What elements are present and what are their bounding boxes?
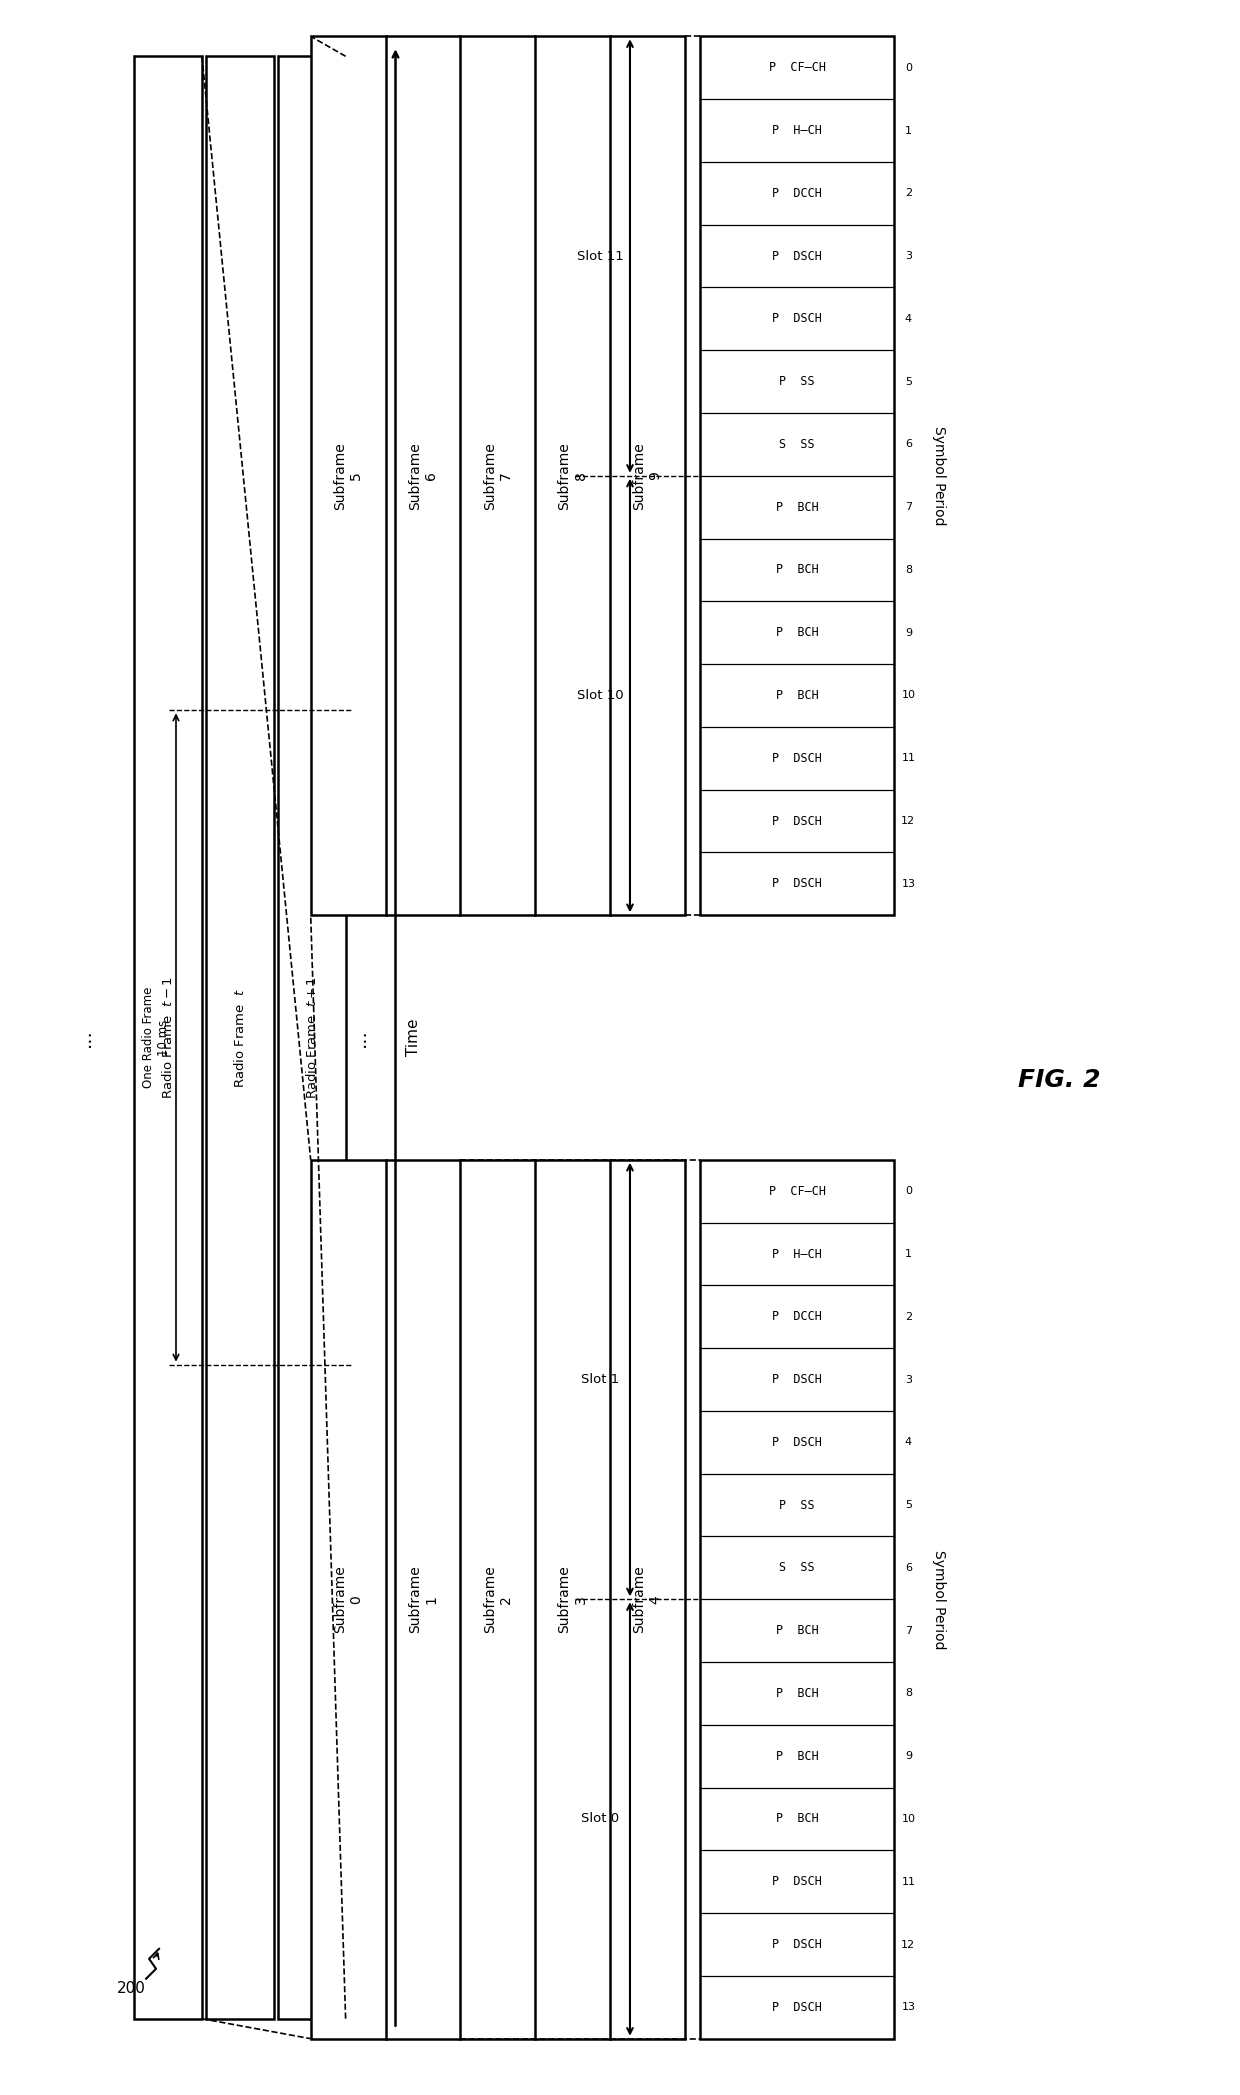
- Text: P  BCH: P BCH: [776, 689, 818, 702]
- Text: Subframe
3: Subframe 3: [558, 1565, 588, 1634]
- Text: 9: 9: [905, 1751, 911, 1762]
- Text: S  SS: S SS: [779, 438, 815, 450]
- Text: 0: 0: [905, 1186, 911, 1196]
- Text: Radio Frame  $t-1$: Radio Frame $t-1$: [161, 976, 175, 1100]
- Text: 1: 1: [905, 126, 911, 136]
- Text: P  SS: P SS: [779, 375, 815, 388]
- Text: 200: 200: [117, 1982, 145, 1997]
- Text: Subframe
6: Subframe 6: [408, 442, 438, 509]
- Text: 13: 13: [901, 2003, 915, 2013]
- Text: Slot 1: Slot 1: [580, 1372, 619, 1387]
- Text: 7: 7: [905, 503, 911, 511]
- Text: P  DSCH: P DSCH: [773, 2001, 822, 2013]
- Text: 12: 12: [901, 817, 915, 825]
- Text: 5: 5: [905, 1500, 911, 1510]
- Text: Subframe
4: Subframe 4: [632, 1565, 662, 1634]
- Text: P  DSCH: P DSCH: [773, 878, 822, 890]
- Text: P  BCH: P BCH: [776, 501, 818, 513]
- Text: P  CF–CH: P CF–CH: [769, 1186, 826, 1198]
- Bar: [699, 1161, 894, 2038]
- Text: 0: 0: [905, 63, 911, 73]
- Bar: [134, 57, 202, 2020]
- Text: 11: 11: [901, 754, 915, 763]
- Text: 12: 12: [901, 1940, 915, 1950]
- Text: 8: 8: [905, 1689, 911, 1699]
- Text: 9: 9: [905, 628, 911, 637]
- Text: ···: ···: [81, 1029, 99, 1048]
- Text: P  DSCH: P DSCH: [773, 1372, 822, 1387]
- Text: Symbol Period: Symbol Period: [932, 425, 946, 526]
- Text: Symbol Period: Symbol Period: [932, 1550, 946, 1649]
- Text: Subframe
8: Subframe 8: [558, 442, 588, 509]
- Text: P  DSCH: P DSCH: [773, 1938, 822, 1950]
- Text: 11: 11: [901, 1877, 915, 1888]
- Bar: [311, 36, 684, 916]
- Text: P  DSCH: P DSCH: [773, 1875, 822, 1888]
- Text: 4: 4: [905, 1437, 911, 1448]
- Text: 10: 10: [901, 691, 915, 700]
- Text: Subframe
7: Subframe 7: [482, 442, 513, 509]
- Text: S  SS: S SS: [779, 1561, 815, 1573]
- Text: P  DSCH: P DSCH: [773, 1435, 822, 1450]
- Text: P  DCCH: P DCCH: [773, 186, 822, 199]
- Text: Time: Time: [405, 1018, 420, 1056]
- Text: Subframe
9: Subframe 9: [632, 442, 662, 509]
- Text: Subframe
5: Subframe 5: [334, 442, 363, 509]
- Text: P  BCH: P BCH: [776, 564, 818, 576]
- Bar: [311, 1161, 684, 2038]
- Text: 8: 8: [905, 566, 911, 574]
- Text: P  CF–CH: P CF–CH: [769, 61, 826, 73]
- Text: Subframe
1: Subframe 1: [408, 1565, 438, 1634]
- Text: 4: 4: [905, 314, 911, 325]
- Text: ···: ···: [356, 1029, 374, 1048]
- Text: FIG. 2: FIG. 2: [1018, 1068, 1100, 1091]
- Text: 3: 3: [905, 1374, 911, 1385]
- Text: P  DSCH: P DSCH: [773, 249, 822, 262]
- Text: P  BCH: P BCH: [776, 1812, 818, 1825]
- Text: P  BCH: P BCH: [776, 1749, 818, 1762]
- Text: Subframe
0: Subframe 0: [334, 1565, 363, 1634]
- Text: 6: 6: [905, 440, 911, 448]
- Text: 6: 6: [905, 1563, 911, 1573]
- Text: P  BCH: P BCH: [776, 1686, 818, 1699]
- Bar: [278, 57, 346, 2020]
- Text: Slot 11: Slot 11: [577, 249, 624, 262]
- Text: P  SS: P SS: [779, 1498, 815, 1513]
- Text: Slot 10: Slot 10: [577, 689, 624, 702]
- Text: Slot 0: Slot 0: [582, 1812, 619, 1825]
- Text: 3: 3: [905, 251, 911, 262]
- Text: 1: 1: [905, 1249, 911, 1259]
- Text: 2: 2: [905, 189, 911, 199]
- Text: P  H–CH: P H–CH: [773, 124, 822, 136]
- Text: Radio Frame  $t$: Radio Frame $t$: [233, 987, 247, 1087]
- Text: Subframe
2: Subframe 2: [482, 1565, 513, 1634]
- Text: P  DSCH: P DSCH: [773, 312, 822, 325]
- Text: Radio Frame  $t+1$: Radio Frame $t+1$: [305, 976, 319, 1100]
- Text: 13: 13: [901, 878, 915, 888]
- Text: 2: 2: [905, 1311, 911, 1322]
- Text: One Radio Frame
10 ms: One Radio Frame 10 ms: [143, 987, 170, 1087]
- Text: 5: 5: [905, 377, 911, 388]
- Bar: [206, 57, 274, 2020]
- Text: P  DSCH: P DSCH: [773, 752, 822, 765]
- Text: P  DSCH: P DSCH: [773, 815, 822, 828]
- Text: 10: 10: [901, 1814, 915, 1825]
- Text: P  BCH: P BCH: [776, 626, 818, 639]
- Text: P  BCH: P BCH: [776, 1624, 818, 1636]
- Text: P  H–CH: P H–CH: [773, 1247, 822, 1261]
- Text: P  DCCH: P DCCH: [773, 1309, 822, 1324]
- Text: 7: 7: [905, 1626, 911, 1636]
- Bar: [699, 36, 894, 916]
